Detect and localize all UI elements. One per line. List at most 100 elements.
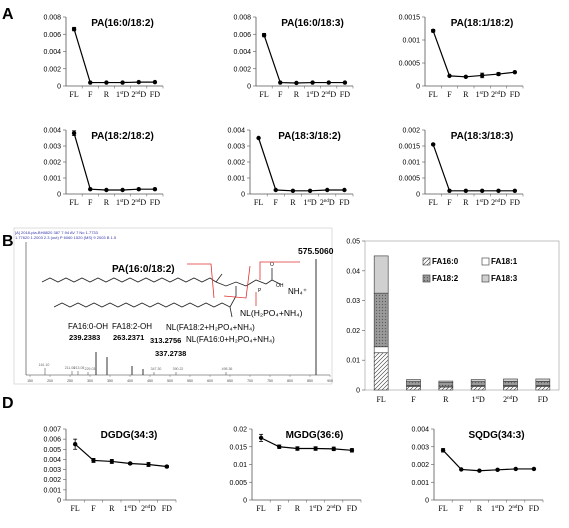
y-tick-label: 0 [416,192,420,199]
y-tick-label: 0 [57,498,61,505]
y-tick-label: 0.004 [43,128,61,135]
bar-segment-FA18:2 [373,292,389,348]
data-point [349,448,355,453]
data-point [495,467,500,473]
x-tick-label: FD [510,198,520,207]
x-tick-label: FL [428,90,437,99]
x-tick-label: FD [340,90,350,99]
panel-label-a: A [2,6,14,23]
data-point [136,79,141,85]
line-chart-5: 0 0.0005 0.001 0.0015 0.002 FL F R 1stD 2ndD FD PA(… [399,128,524,207]
x-tick-label: R [104,198,110,207]
bar-segment-FA16:0 [373,352,389,391]
y-tick-label: 0.004 [227,128,245,135]
chart-title: PA(16:0/18:2) [91,18,154,29]
x-tick-label: R [290,198,296,207]
data-point [496,188,501,193]
data-point [258,435,264,441]
chart-title: PA(16:0/18:3) [281,18,344,29]
x-tick-label: 2ndD [326,504,341,513]
sn2-chain [53,302,231,308]
y-tick-label: 0.0015 [399,144,421,151]
x-tick-label: 2ndD [508,504,523,513]
nl-h2po4-label: NL(H₂PO₄+NH₄) [240,308,303,318]
data-point [479,73,485,78]
x-tick-label: 2ndD [491,90,506,99]
y-tick-label: 0 [243,498,247,505]
spectrum-x-tick-label: 150 [27,379,33,383]
y-tick-label: 0.05 [346,239,360,246]
y-tick-label: 0.008 [43,15,61,22]
bar-segment-FA18:2 [438,382,454,387]
x-tick-label: R [109,504,115,513]
data-point [531,466,537,472]
data-point [91,458,96,463]
x-tick-label: FD [150,198,160,207]
bar-segment-FA16:0 [438,386,454,391]
legend-swatch [422,257,431,266]
x-tick-label: FL [69,198,78,207]
legend-swatch [481,257,490,266]
y-tick-label: 0.006 [43,32,61,39]
x-tick-label: F [91,504,96,513]
series-line [442,449,534,472]
x-tick-label: FD [150,90,160,99]
pa-structure-drawing: O OH P NH₄⁺ PA(16:0/18:2) [41,262,307,318]
spectrum-x-tick-label: 900 [327,379,333,383]
x-tick-label: FL [428,198,437,207]
data-point [479,188,485,193]
x-tick-label: F [411,395,416,404]
y-tick-label: 0.002 [43,66,61,73]
y-tick-label: 0.003 [411,444,429,451]
data-point [294,80,299,86]
legend-label: FA18:1 [491,257,518,266]
frag-line-fa160 [187,263,215,299]
series-line [73,28,155,84]
data-point [152,187,158,192]
frag-line-fa182 [223,265,251,299]
phosphate-p-label: P [258,288,262,294]
chart-title: PA(18:3/18:3) [451,131,514,142]
x-tick-label: FL [259,90,268,99]
glycerol-backbone [215,281,247,287]
data-point [513,466,518,472]
spectrum-header-line-1: [A] 2018-pla-BH8820 387 7.94 AV 7 No 1.7… [15,230,99,235]
data-point [71,131,77,136]
y-tick-label: 0.002 [411,462,429,469]
y-tick-label: 0 [241,192,245,199]
y-tick-label: 0.015 [229,444,247,451]
y-tick-label: 0 [57,192,61,199]
chart-title: DGDG(34:3) [101,430,158,441]
line-chart-1: 0 0.002 0.004 0.006 0.008 FL F R 1stD 2ndD FD PA(16… [233,15,354,99]
ammonium-label: NH₄⁺ [288,287,307,296]
series-line [263,34,345,84]
y-tick-label: 0.002 [227,160,245,167]
minor-peak-label-229: 229.03 [85,367,96,371]
phosphate-group [245,279,281,287]
line-chart-8: 0 0.001 0.002 0.003 0.004 FL F R 1stD 2ndD FD SQDG(… [411,427,544,513]
y-tick-label: 0.004 [233,49,251,56]
structure-title: PA(16:0/18:2) [112,264,175,275]
x-tick-label: R [477,504,483,513]
peak-label-575: 575.5060 [298,246,334,256]
y-tick-label: 0 [247,84,251,91]
x-tick-label: FD [529,504,539,513]
series-line [258,137,345,192]
x-tick-label: 1stD [476,90,489,99]
legend-label: FA18:2 [432,274,459,283]
y-tick-label: 0.002 [402,128,420,135]
y-tick-label: 0.001 [402,38,420,45]
minor-peak-label-213: 213.05 [74,366,85,370]
chart-title: MGDG(36:6) [286,430,344,441]
legend-label: FA18:3 [491,274,518,283]
data-point [440,448,446,453]
y-tick-label: 0.006 [43,437,61,444]
data-point [512,188,518,193]
y-tick-label: 0.004 [43,457,61,464]
spectrum-x-tick-label: 500 [167,379,173,383]
data-point [463,188,469,193]
peak-label-239: 239.2383 [69,333,100,342]
x-tick-label: F [88,90,93,99]
line-chart-3: 0 0.001 0.002 0.003 0.004 FL F R 1stD 2ndD FD PA(18… [43,128,164,207]
nl-fa160-label: NL(FA16:0+H₂PO₄+NH₄) [186,335,275,344]
